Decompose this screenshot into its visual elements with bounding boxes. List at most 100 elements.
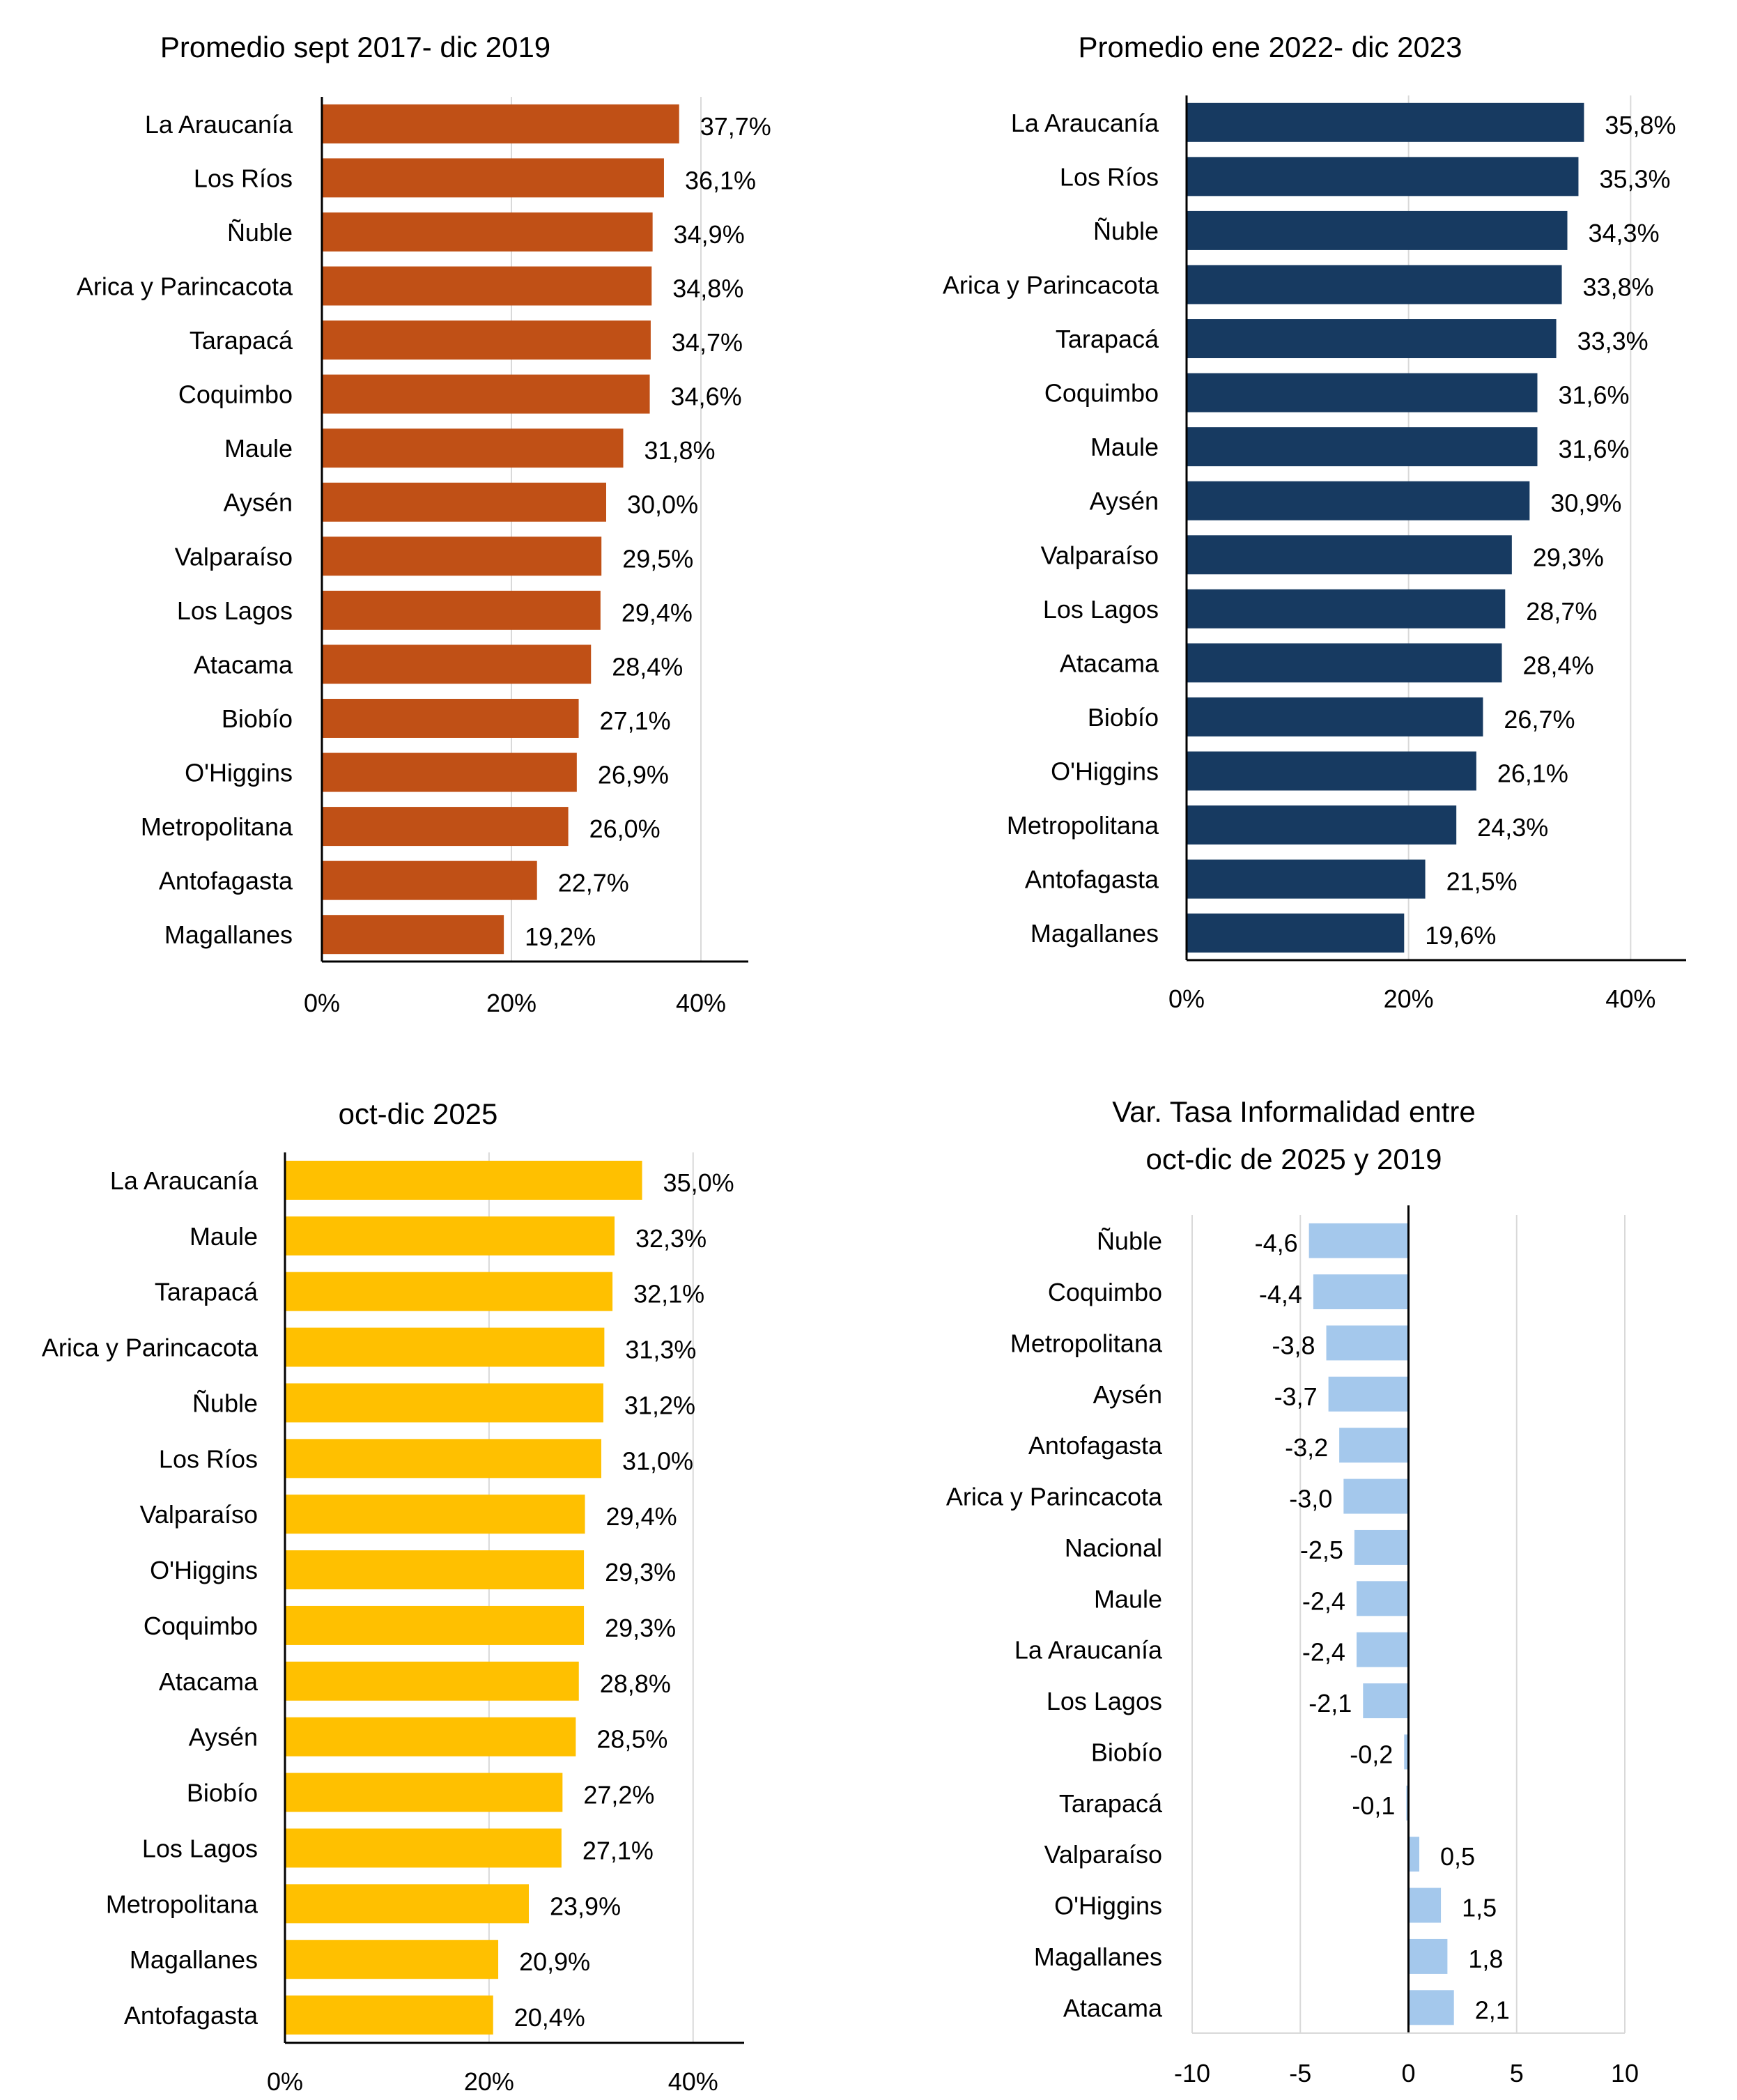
bar bbox=[1187, 751, 1476, 791]
bar bbox=[285, 1884, 530, 1924]
data-label: -2,5 bbox=[1300, 1536, 1343, 1564]
category-label: Coquimbo bbox=[178, 380, 293, 409]
category-label: Biobío bbox=[1088, 703, 1159, 732]
data-label: 26,9% bbox=[598, 761, 669, 789]
bar bbox=[285, 1940, 499, 1979]
data-label: -4,4 bbox=[1259, 1280, 1302, 1308]
category-label: O'Higgins bbox=[1054, 1892, 1162, 1920]
bar bbox=[1187, 210, 1568, 250]
category-label: Los Ríos bbox=[1060, 162, 1159, 191]
data-label: 26,7% bbox=[1504, 705, 1575, 734]
category-label: Atacama bbox=[159, 1667, 258, 1696]
category-label: Ñuble bbox=[227, 218, 293, 247]
bar bbox=[1187, 805, 1457, 845]
category-label: Maule bbox=[1090, 433, 1159, 461]
category-label: La Araucanía bbox=[1011, 109, 1159, 137]
category-label: Valparaíso bbox=[140, 1500, 258, 1529]
data-label: 19,6% bbox=[1425, 921, 1496, 950]
data-label: 29,5% bbox=[622, 544, 693, 573]
bar bbox=[285, 1216, 615, 1256]
bar bbox=[322, 321, 651, 360]
bar bbox=[285, 1160, 642, 1200]
data-label: 26,0% bbox=[589, 814, 661, 843]
bar bbox=[1408, 1887, 1442, 1923]
chart-panel-3: oct-dic 2025 La Araucanía 35,0% Maule 32,3% T… bbox=[0, 1045, 868, 2100]
data-label: 31,2% bbox=[624, 1391, 695, 1419]
x-tick-label: -10 bbox=[1174, 2059, 1210, 2087]
bar bbox=[1328, 1376, 1409, 1412]
data-label: 31,0% bbox=[622, 1446, 693, 1475]
bar bbox=[1356, 1632, 1409, 1667]
category-label: Los Lagos bbox=[1047, 1687, 1162, 1715]
data-label: 26,1% bbox=[1497, 759, 1568, 788]
bar bbox=[1187, 319, 1557, 359]
chart-panel-4: Var. Tasa Informalidad entre oct-dic de 2… bbox=[868, 1045, 1737, 2100]
data-label: 22,7% bbox=[558, 869, 629, 897]
bar bbox=[1354, 1529, 1409, 1565]
x-tick-label: 0 bbox=[1401, 2059, 1415, 2087]
data-label: 34,8% bbox=[672, 274, 743, 302]
category-label: Arica y Parincacota bbox=[946, 1483, 1163, 1511]
bar bbox=[1326, 1325, 1409, 1361]
data-label: 23,9% bbox=[550, 1892, 621, 1920]
data-label: 34,3% bbox=[1589, 219, 1660, 247]
data-label: 37,7% bbox=[700, 112, 771, 141]
data-label: 32,1% bbox=[633, 1280, 704, 1308]
category-label: La Araucanía bbox=[1014, 1636, 1163, 1665]
data-label: 30,9% bbox=[1550, 489, 1621, 518]
data-label: 28,4% bbox=[612, 652, 683, 681]
bar bbox=[322, 266, 652, 306]
chart-2-svg: Promedio ene 2022- dic 2023 La Araucanía 3… bbox=[943, 31, 1686, 1013]
category-label: Magallanes bbox=[1034, 1943, 1162, 1971]
bar bbox=[322, 536, 602, 576]
category-label: Metropolitana bbox=[1007, 811, 1159, 840]
category-label: O'Higgins bbox=[150, 1556, 258, 1584]
bar bbox=[1187, 481, 1530, 520]
category-label: Los Lagos bbox=[177, 596, 293, 625]
bar bbox=[1187, 913, 1405, 953]
bar bbox=[285, 1439, 601, 1479]
data-label: 33,3% bbox=[1577, 327, 1649, 355]
bar bbox=[322, 429, 624, 468]
bar bbox=[322, 752, 577, 792]
data-label: 2,1 bbox=[1475, 1995, 1510, 2024]
bar bbox=[322, 212, 653, 252]
data-label: 28,4% bbox=[1523, 651, 1594, 679]
category-label: Magallanes bbox=[164, 920, 293, 949]
data-label: 29,4% bbox=[622, 599, 693, 627]
category-label: Antofagasta bbox=[124, 2001, 258, 2030]
x-tick-label: 5 bbox=[1510, 2059, 1524, 2087]
bar bbox=[1313, 1274, 1409, 1310]
category-label: La Araucanía bbox=[110, 1166, 258, 1195]
data-label: 24,3% bbox=[1477, 813, 1548, 842]
data-label: 20,4% bbox=[514, 2003, 585, 2032]
bar bbox=[285, 1717, 576, 1757]
bar bbox=[285, 1995, 493, 2035]
data-label: 35,3% bbox=[1599, 164, 1670, 193]
bar bbox=[1187, 157, 1579, 196]
bar bbox=[285, 1828, 562, 1868]
bar bbox=[322, 158, 664, 198]
category-label: La Araucanía bbox=[145, 110, 293, 139]
category-label: Aysén bbox=[224, 488, 293, 517]
data-label: -3,2 bbox=[1285, 1433, 1328, 1462]
bar bbox=[322, 374, 650, 414]
category-label: Magallanes bbox=[130, 1945, 258, 1974]
category-label: Biobío bbox=[1091, 1738, 1162, 1766]
bar bbox=[1187, 859, 1426, 899]
bar bbox=[1343, 1479, 1409, 1514]
bar bbox=[322, 644, 592, 684]
data-label: -3,8 bbox=[1272, 1331, 1315, 1359]
category-label: Coquimbo bbox=[1048, 1278, 1162, 1306]
bar bbox=[285, 1550, 585, 1590]
bar bbox=[1187, 265, 1562, 304]
category-label: Ñuble bbox=[192, 1389, 258, 1417]
category-label: Arica y Parincacota bbox=[77, 272, 293, 300]
x-tick-label: 0% bbox=[267, 2067, 303, 2096]
category-label: Biobío bbox=[222, 704, 293, 733]
chart-4-svg: Var. Tasa Informalidad entre oct-dic de 2… bbox=[946, 1095, 1639, 2087]
bar bbox=[285, 1661, 579, 1701]
x-tick-label: 20% bbox=[486, 989, 536, 1017]
bar bbox=[322, 698, 579, 738]
category-label: Maule bbox=[190, 1222, 258, 1251]
